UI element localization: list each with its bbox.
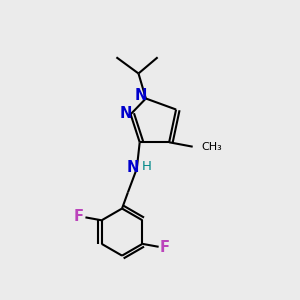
Text: F: F <box>74 209 84 224</box>
Text: CH₃: CH₃ <box>201 142 222 152</box>
Text: H: H <box>142 160 152 173</box>
Text: N: N <box>119 106 131 121</box>
Text: N: N <box>127 160 139 175</box>
Text: F: F <box>160 241 170 256</box>
Text: N: N <box>135 88 147 103</box>
